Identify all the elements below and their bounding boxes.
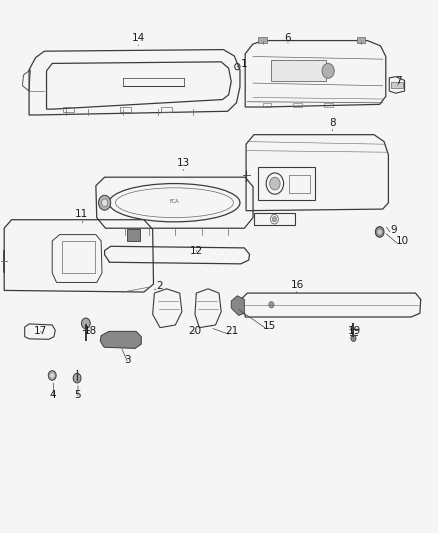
Text: 10: 10 <box>396 236 409 246</box>
Text: 9: 9 <box>390 225 397 236</box>
Polygon shape <box>100 332 141 349</box>
Circle shape <box>270 177 280 190</box>
Text: 21: 21 <box>226 326 239 336</box>
Circle shape <box>50 373 54 377</box>
Text: 1: 1 <box>240 60 247 69</box>
Text: 4: 4 <box>50 390 57 400</box>
Text: FCA: FCA <box>170 199 179 204</box>
FancyBboxPatch shape <box>391 82 403 88</box>
Circle shape <box>272 216 277 222</box>
Circle shape <box>48 370 56 380</box>
Text: 11: 11 <box>75 209 88 220</box>
Text: 17: 17 <box>33 326 46 336</box>
Circle shape <box>351 335 356 342</box>
Circle shape <box>269 302 274 308</box>
Text: 7: 7 <box>395 77 401 86</box>
Text: 18: 18 <box>84 326 97 336</box>
Text: 16: 16 <box>291 280 304 290</box>
Circle shape <box>102 199 108 206</box>
Text: 6: 6 <box>285 33 291 43</box>
Text: 20: 20 <box>188 326 201 336</box>
Circle shape <box>81 318 90 329</box>
Circle shape <box>99 195 111 210</box>
Circle shape <box>378 229 382 235</box>
Text: 2: 2 <box>157 281 163 291</box>
Text: 12: 12 <box>190 246 203 255</box>
Circle shape <box>322 63 334 78</box>
FancyBboxPatch shape <box>258 37 267 43</box>
Text: 13: 13 <box>177 158 190 168</box>
Text: 14: 14 <box>131 33 145 43</box>
Circle shape <box>73 373 81 383</box>
Polygon shape <box>231 296 244 316</box>
Text: 5: 5 <box>74 390 81 400</box>
Text: 15: 15 <box>263 321 276 331</box>
FancyBboxPatch shape <box>357 37 365 43</box>
FancyBboxPatch shape <box>272 60 326 82</box>
FancyBboxPatch shape <box>127 229 140 241</box>
Circle shape <box>375 227 384 237</box>
Text: 3: 3 <box>124 354 131 365</box>
Text: 19: 19 <box>348 326 361 336</box>
Text: 8: 8 <box>329 118 336 128</box>
